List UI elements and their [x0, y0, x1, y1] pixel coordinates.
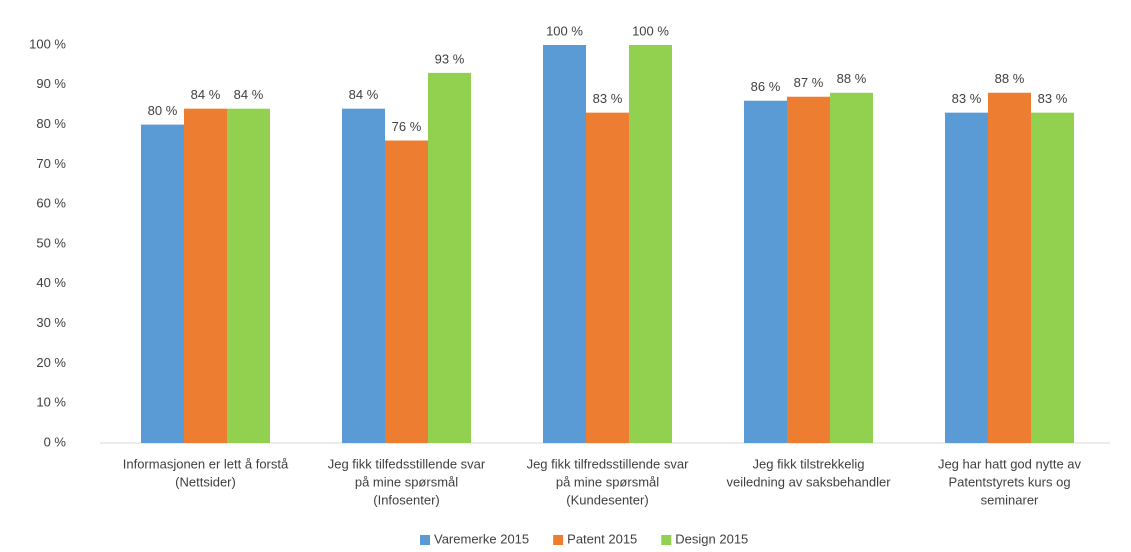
- data-label: 88 %: [995, 71, 1025, 86]
- x-tick-label: på mine spørsmål: [556, 474, 659, 489]
- data-label: 100 %: [546, 23, 583, 38]
- x-tick-label: Informasjonen er lett å forstå: [123, 456, 289, 471]
- bar: [629, 45, 672, 443]
- data-label: 83 %: [952, 91, 982, 106]
- y-tick-label: 40 %: [36, 275, 66, 290]
- data-label: 84 %: [349, 87, 379, 102]
- bar: [1031, 112, 1074, 443]
- x-tick-label: veiledning av saksbehandler: [726, 474, 891, 489]
- y-tick-label: 0 %: [44, 434, 67, 449]
- data-label: 80 %: [148, 103, 178, 118]
- legend-label: Varemerke 2015: [434, 531, 529, 546]
- legend-label: Patent 2015: [567, 531, 637, 546]
- y-tick-label: 80 %: [36, 116, 66, 131]
- x-tick-label: Jeg fikk tilstrekkelig: [753, 456, 865, 471]
- data-label: 84 %: [191, 87, 221, 102]
- bar: [543, 45, 586, 443]
- x-tick-label: Jeg fikk tilfredsstillende svar: [527, 456, 690, 471]
- bar: [342, 108, 385, 444]
- legend-label: Design 2015: [675, 531, 748, 546]
- data-label: 88 %: [837, 71, 867, 86]
- bar: [385, 140, 428, 443]
- y-tick-label: 20 %: [36, 355, 66, 370]
- data-label: 84 %: [234, 87, 264, 102]
- bar: [184, 108, 227, 444]
- x-tick-label: på mine spørsmål: [355, 474, 458, 489]
- bar: [428, 72, 471, 444]
- data-label: 83 %: [1038, 91, 1068, 106]
- bar: [586, 112, 629, 443]
- x-tick-label: (Nettsider): [175, 474, 236, 489]
- y-tick-label: 30 %: [36, 315, 66, 330]
- data-label: 100 %: [632, 23, 669, 38]
- data-label: 76 %: [392, 119, 422, 134]
- legend-swatch: [553, 535, 564, 545]
- data-label: 86 %: [751, 79, 781, 94]
- y-tick-label: 60 %: [36, 196, 66, 211]
- y-tick-label: 50 %: [36, 235, 66, 250]
- bar: [744, 100, 787, 443]
- bar: [141, 124, 184, 443]
- x-tick-label: seminarer: [981, 492, 1039, 507]
- legend-swatch: [661, 535, 672, 545]
- legend-swatch: [420, 535, 430, 545]
- y-tick-label: 10 %: [36, 395, 66, 410]
- x-tick-label: (Infosenter): [373, 492, 439, 507]
- data-label: 87 %: [794, 75, 824, 90]
- x-tick-label: (Kundesenter): [566, 492, 648, 507]
- x-tick-label: Patentstyrets kurs og: [948, 474, 1070, 489]
- bar: [227, 108, 270, 444]
- bar: [830, 92, 873, 443]
- bar: [945, 112, 988, 443]
- y-tick-label: 90 %: [36, 76, 66, 91]
- bar: [988, 92, 1031, 443]
- bar: [787, 96, 830, 444]
- y-tick-label: 70 %: [36, 156, 66, 171]
- data-label: 93 %: [435, 51, 465, 66]
- data-label: 83 %: [593, 91, 623, 106]
- x-tick-label: Jeg har hatt god nytte av: [938, 456, 1082, 471]
- x-tick-label: Jeg fikk tilfedsstillende svar: [328, 456, 486, 471]
- y-tick-label: 100 %: [29, 36, 66, 51]
